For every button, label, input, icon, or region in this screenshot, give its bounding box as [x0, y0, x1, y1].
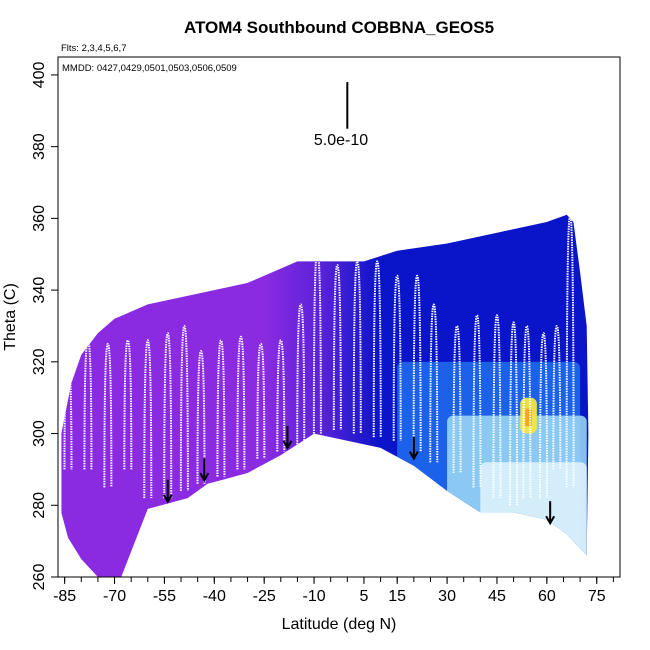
flight-profile: [372, 260, 382, 438]
y-tick-label: 400: [31, 61, 48, 88]
y-tick-label: 380: [31, 133, 48, 160]
x-tick-label: -10: [302, 588, 325, 605]
flight-profile: [509, 321, 519, 506]
flight-profile: [196, 350, 206, 484]
x-tick-label: 5: [359, 588, 368, 605]
x-tick-label: 30: [438, 588, 456, 605]
arrow-head: [545, 515, 556, 526]
zone-pale: [480, 462, 587, 577]
flight-profile: [392, 274, 402, 441]
y-axis: 260 280 300 320 340 360 380 400: [31, 61, 58, 590]
flights-note: Flts: 2,3,4,5,6,7: [61, 43, 126, 54]
flight-profile: [412, 274, 422, 452]
chart-title: ATOM4 Southbound COBBNA_GEOS5: [184, 18, 494, 37]
x-tick-label: -70: [103, 588, 126, 605]
y-tick-label: 320: [31, 348, 48, 375]
flight-profile: [179, 324, 189, 491]
x-tick-label: -25: [253, 588, 276, 605]
flight-profile: [256, 342, 266, 459]
arrow-head: [408, 451, 419, 461]
flight-profile: [332, 263, 342, 430]
x-axis: -85 -70 -55 -40 -25 -10 5 15 30 45 60 75: [53, 577, 614, 605]
arrow-head: [199, 472, 210, 483]
y-axis-label: Theta (C): [2, 283, 19, 351]
x-tick-label: 75: [588, 588, 606, 605]
y-tick-label: 280: [31, 492, 48, 519]
flight-profile: [236, 335, 246, 470]
scale-label: 5.0e-10: [314, 132, 368, 149]
dates-note: MMDD: 0427,0429,0501,0503,0506,0509: [62, 63, 237, 74]
x-tick-label: -55: [153, 588, 176, 605]
y-tick-label: 360: [31, 205, 48, 232]
y-tick-label: 300: [31, 420, 48, 447]
x-tick-label: 60: [538, 588, 556, 605]
flight-profile: [296, 303, 306, 445]
x-tick-label: -40: [203, 588, 226, 605]
flight-profile: [103, 342, 113, 488]
arrow-head: [282, 440, 293, 450]
x-tick-label: 15: [388, 588, 406, 605]
flight-profile: [163, 332, 173, 499]
flight-profile: [276, 339, 286, 452]
x-tick-label: -85: [53, 588, 76, 605]
x-tick-label: 45: [488, 588, 506, 605]
flight-profile: [565, 214, 575, 488]
flight-profile: [539, 332, 549, 499]
y-tick-label: 260: [31, 564, 48, 591]
flight-profile: [429, 303, 439, 463]
y-tick-label: 340: [31, 277, 48, 304]
flight-profile: [452, 324, 462, 474]
flight-profile: [552, 324, 562, 470]
x-axis-label: Latitude (deg N): [282, 616, 397, 633]
arrow-head: [162, 494, 173, 504]
flight-profile: [143, 339, 153, 499]
flight-profile: [492, 314, 502, 499]
flight-profile: [216, 339, 226, 477]
plot-frame: [57, 56, 621, 578]
